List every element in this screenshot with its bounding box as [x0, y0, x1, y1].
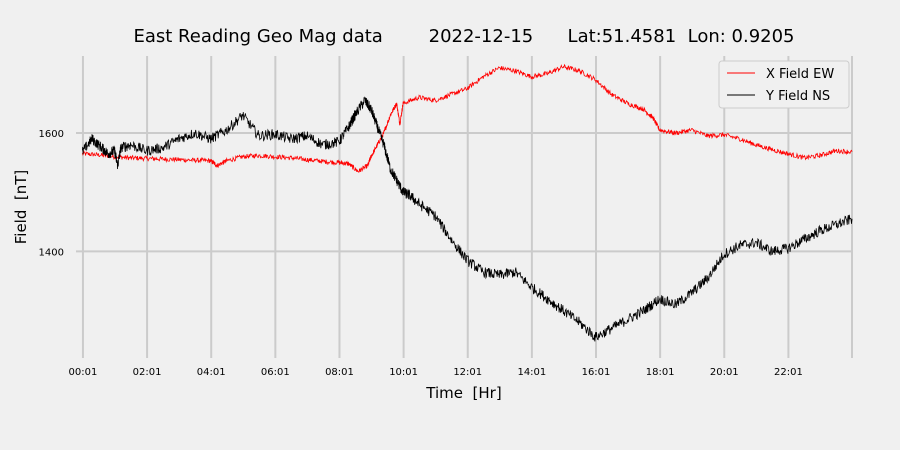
chart-title: East Reading Geo Mag data 2022-12-15 Lat…: [133, 26, 794, 47]
x-tick-label-6: 12:01: [453, 367, 482, 378]
y-axis-label: Field [nT]: [12, 170, 30, 245]
x-tick-label-9: 18:01: [646, 367, 675, 378]
x-tick-label-4: 08:01: [325, 367, 354, 378]
x-tick-label-3: 06:01: [261, 367, 290, 378]
x-tick-label-10: 20:01: [710, 367, 739, 378]
legend-label-y-field: Y Field NS: [765, 89, 830, 104]
series-layer: [82, 63, 853, 342]
x-tick-labels: 00:01 02:01 04:01 06:01 08:01 10:01 12:01 14:01…: [69, 367, 803, 378]
x-axis-label: Time [Hr]: [425, 384, 501, 402]
x-tick-label-1: 02:01: [133, 367, 162, 378]
y-tick-label-0: 1400: [39, 247, 64, 258]
legend-label-x-field: X Field EW: [766, 67, 834, 82]
grid-lines: [76, 56, 853, 358]
series-line-0: [82, 63, 853, 173]
legend: X Field EW Y Field NS: [718, 60, 850, 109]
x-tick-label-11: 22:01: [774, 367, 803, 378]
series-line-1: [82, 96, 853, 342]
x-tick-label-0: 00:01: [69, 367, 98, 378]
x-tick-label-7: 14:01: [517, 367, 546, 378]
x-tick-label-8: 16:01: [582, 367, 611, 378]
y-tick-label-1: 1600: [39, 129, 64, 140]
x-tick-label-2: 04:01: [197, 367, 226, 378]
x-tick-label-5: 10:01: [389, 367, 418, 378]
y-tick-labels: 1400 1600: [39, 129, 64, 258]
